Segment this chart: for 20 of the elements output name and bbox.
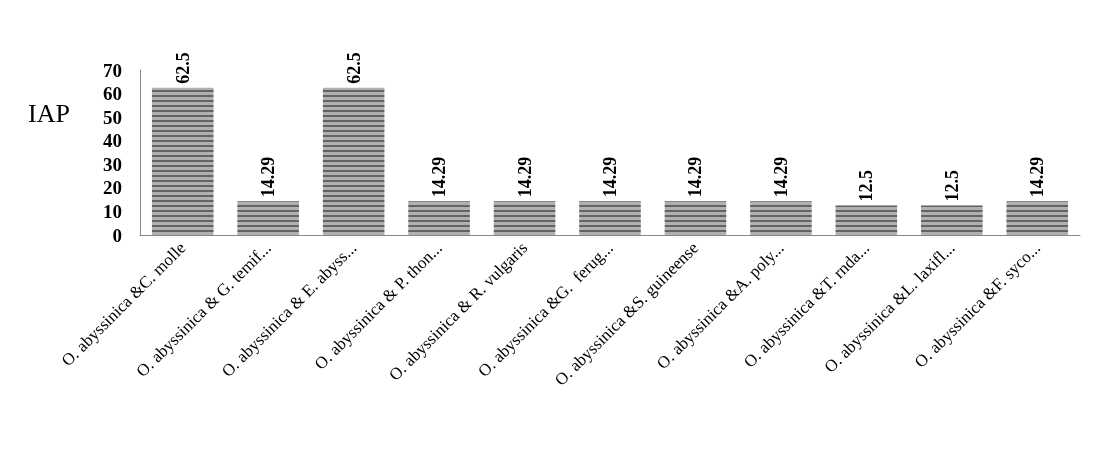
data-label: 14.29 — [258, 156, 279, 198]
y-tick-label: 70 — [103, 59, 122, 81]
data-label: 14.29 — [1027, 156, 1048, 198]
data-label: 62.5 — [343, 52, 364, 84]
y-tick-label: 60 — [103, 83, 122, 105]
y-tick-label: 10 — [103, 200, 122, 222]
data-label: 12.5 — [856, 170, 877, 202]
data-label: 14.29 — [429, 156, 450, 198]
data-label: 14.29 — [514, 156, 535, 198]
data-label: 62.5 — [172, 52, 193, 84]
y-tick-label: 50 — [103, 106, 122, 128]
data-label: 14.29 — [600, 156, 620, 198]
data-label: 12.5 — [941, 170, 962, 202]
y-tick-label: 30 — [103, 153, 122, 175]
y-tick-label: 0 — [112, 224, 122, 246]
y-axis-title: IAP — [28, 98, 70, 128]
data-label: 14.29 — [685, 156, 706, 198]
y-tick-label: 40 — [103, 130, 122, 152]
y-tick-label: 20 — [103, 177, 122, 199]
data-label: 14.29 — [770, 156, 791, 198]
